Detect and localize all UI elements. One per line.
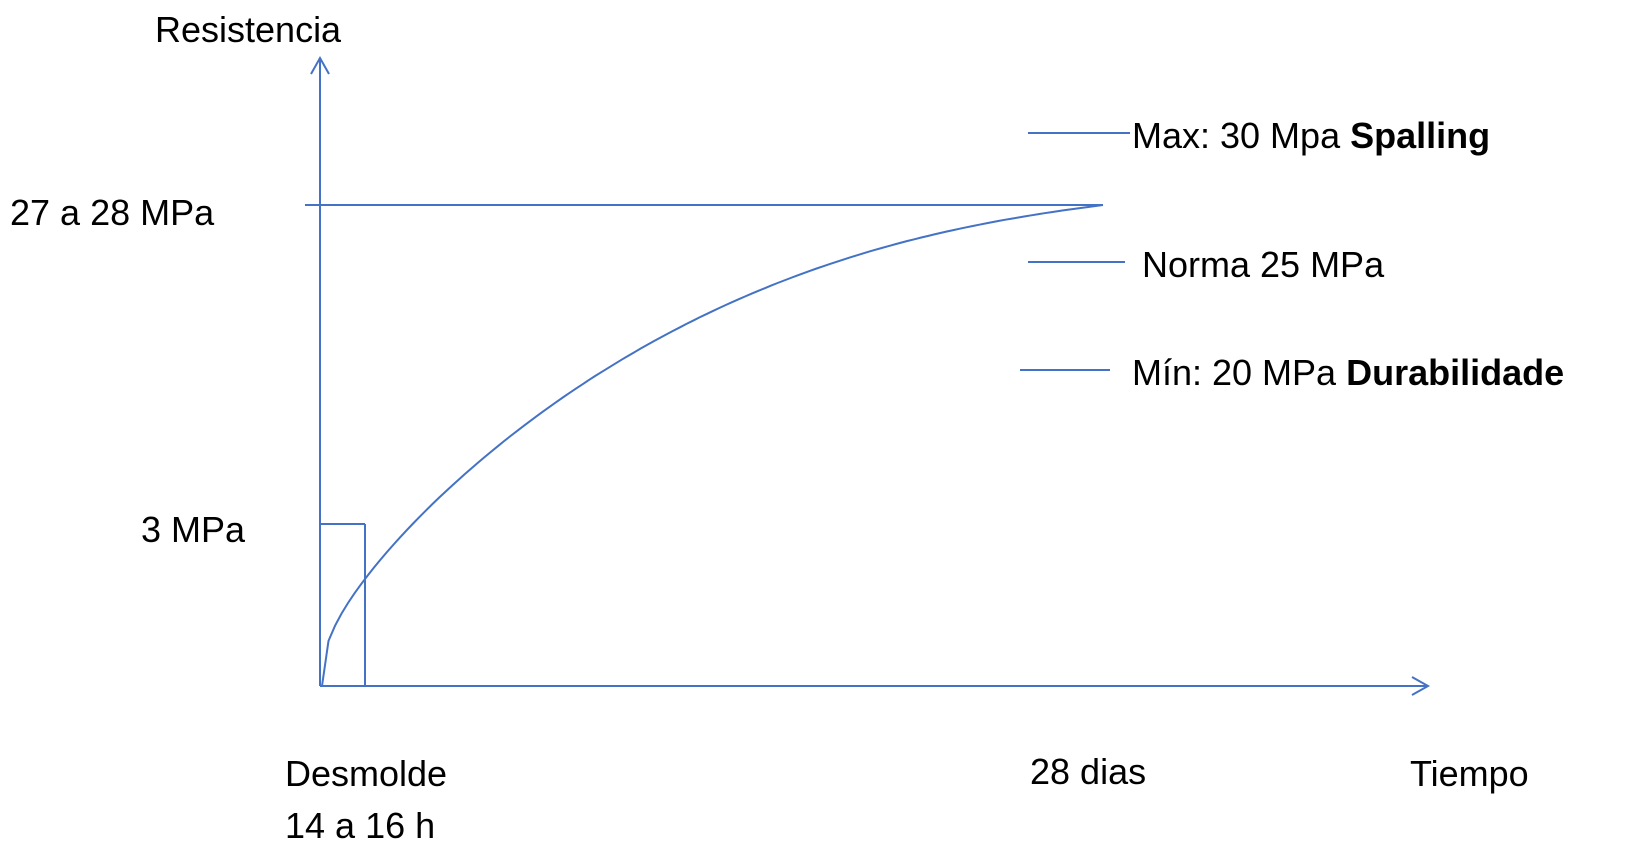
- min-annotation: Mín: 20 MPa Durabilidade: [1132, 352, 1564, 393]
- norma-annotation: Norma 25 MPa: [1142, 244, 1385, 285]
- x-axis-title: Tiempo: [1410, 753, 1529, 794]
- x-axis-arrow: [1411, 676, 1431, 696]
- y-tick-low: 3 MPa: [141, 509, 246, 550]
- max-annotation-bold: Spalling: [1350, 115, 1490, 156]
- x-tick-desmolde: Desmolde: [285, 753, 447, 794]
- strength-curve: [321, 204, 1104, 687]
- y-tick-top: 27 a 28 MPa: [10, 192, 215, 233]
- y-axis-arrow: [310, 55, 330, 75]
- max-annotation: Max: 30 Mpa Spalling: [1132, 115, 1490, 156]
- max-annotation-text: Max: 30 Mpa: [1132, 115, 1350, 156]
- x-tick-desmolde-time: 14 a 16 h: [285, 805, 435, 846]
- min-annotation-bold: Durabilidade: [1346, 352, 1564, 393]
- y-axis-title: Resistencia: [155, 9, 342, 50]
- min-annotation-text: Mín: 20 MPa: [1132, 352, 1346, 393]
- x-tick-28-dias: 28 dias: [1030, 751, 1146, 792]
- norma-annotation-text: Norma 25 MPa: [1142, 244, 1385, 285]
